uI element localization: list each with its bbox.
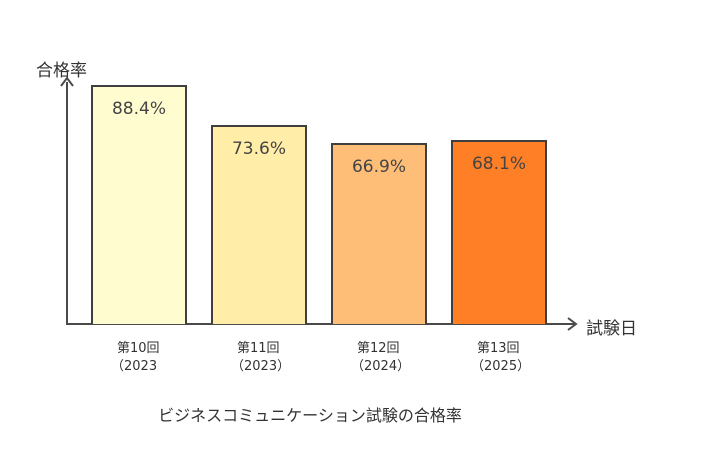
bar-value-label: 66.9% [351,157,406,177]
y-axis [66,82,68,325]
category-label: 第13回 （2025） [471,340,587,376]
category-year: （2023 [111,359,158,374]
category-round: 第12回 [357,341,400,356]
category-label: 第12回 （2024） [351,340,467,376]
bar: 73.6% [211,125,307,324]
x-axis [66,323,574,325]
category-year: （2024） [351,359,411,374]
chart-title: ビジネスコミュニケーション試験の合格率 [158,406,462,425]
bar-value-label: 88.4% [111,99,166,119]
category-label: 第10回 （2023 [111,340,227,376]
bar: 68.1% [451,140,547,324]
y-axis-label: 合格率 [36,61,87,81]
category-year: （2025） [471,359,531,374]
bar-value-label: 68.1% [471,154,526,174]
category-round: 第13回 [477,341,520,356]
category-round: 第11回 [237,341,280,356]
x-axis-label: 試験日 [586,319,637,339]
x-axis-arrow-icon [567,317,578,331]
bar-value-label: 73.6% [231,139,286,159]
category-label: 第11回 （2023） [231,340,347,376]
category-round: 第10回 [117,341,160,356]
bar: 66.9% [331,143,427,324]
bar: 88.4% [91,85,187,324]
y-axis-arrow-icon [60,76,74,87]
category-year: （2023） [231,359,291,374]
